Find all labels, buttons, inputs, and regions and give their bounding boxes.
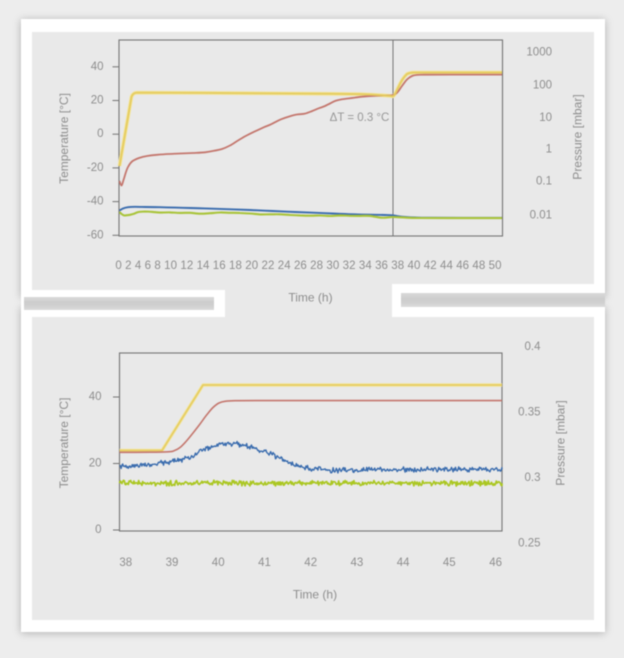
svg-text:Time (h): Time (h) — [293, 588, 337, 602]
svg-text:Temperature [°C]: Temperature [°C] — [57, 398, 71, 489]
svg-text:Pressure [mbar]: Pressure [mbar] — [554, 400, 568, 485]
svg-text:0.01: 0.01 — [530, 210, 552, 222]
svg-text:-60: -60 — [87, 229, 104, 241]
svg-text:45: 45 — [443, 557, 456, 569]
svg-text:46: 46 — [489, 557, 502, 569]
svg-text:44: 44 — [397, 557, 410, 569]
svg-text:0.25: 0.25 — [518, 538, 540, 550]
svg-text:Time (h): Time (h) — [288, 291, 332, 305]
svg-text:-20: -20 — [87, 162, 104, 174]
svg-text:Pressure [mbar]: Pressure [mbar] — [571, 94, 585, 179]
svg-text:40: 40 — [91, 61, 104, 73]
svg-text:1: 1 — [546, 144, 552, 156]
svg-text:0.3: 0.3 — [525, 472, 541, 484]
svg-text:0.1: 0.1 — [536, 176, 552, 188]
svg-text:100: 100 — [533, 79, 552, 91]
svg-text:38: 38 — [119, 557, 132, 569]
svg-text:-40: -40 — [87, 196, 104, 208]
svg-text:10: 10 — [539, 112, 552, 124]
svg-text:0: 0 — [97, 128, 103, 140]
svg-text:42: 42 — [304, 557, 317, 569]
svg-text:0 2 4 6 8 10 12 14 16 18 20 22: 0 2 4 6 8 10 12 14 16 18 20 22 24 26 28 … — [115, 260, 501, 272]
svg-text:0.35: 0.35 — [518, 407, 540, 419]
svg-text:41: 41 — [258, 557, 271, 569]
svg-text:40: 40 — [212, 557, 225, 569]
svg-text:20: 20 — [89, 458, 102, 470]
svg-text:43: 43 — [351, 557, 364, 569]
svg-text:40: 40 — [89, 391, 102, 403]
svg-text:1000: 1000 — [526, 46, 552, 58]
svg-text:20: 20 — [91, 95, 104, 107]
svg-text:39: 39 — [166, 557, 179, 569]
svg-text:ΔT = 0.3 °C: ΔT = 0.3 °C — [330, 112, 390, 124]
svg-text:0: 0 — [95, 524, 101, 536]
svg-text:Temperature [°C]: Temperature [°C] — [57, 93, 71, 184]
svg-text:0.4: 0.4 — [525, 341, 542, 353]
